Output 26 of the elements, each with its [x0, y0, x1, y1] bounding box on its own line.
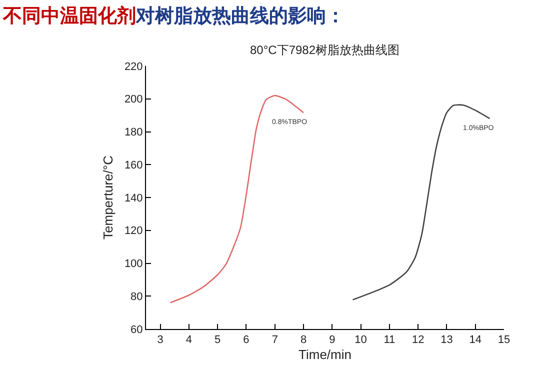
x-tick-label: 12	[412, 334, 424, 346]
x-tick-label: 7	[272, 334, 278, 346]
y-tick-label: 100	[124, 258, 143, 270]
y-tick-label: 160	[124, 159, 143, 172]
x-tick-label: 3	[157, 334, 164, 346]
x-tick-label: 6	[243, 334, 250, 346]
x-tick-label: 4	[186, 334, 192, 346]
x-tick-label: 10	[354, 334, 367, 346]
x-tick-label: 9	[329, 334, 336, 346]
chart-subtitle: 80°C下7982树脂放热曲线图	[250, 43, 400, 57]
y-tick-label: 140	[124, 192, 143, 204]
y-tick-label: 80	[130, 290, 143, 303]
x-axis-title: Time/min	[298, 346, 352, 362]
x-tick-label: 11	[384, 334, 396, 346]
x-tick-label: 5	[214, 334, 221, 346]
x-tick-label: 15	[498, 334, 510, 346]
x-tick-label: 13	[440, 334, 453, 346]
x-tick-label: 8	[300, 334, 307, 346]
chart-title: 不同中温固化剂对树脂放热曲线的影响：	[2, 5, 345, 27]
y-tick-label: 60	[130, 324, 143, 336]
y-tick-label: 220	[124, 60, 143, 73]
x-tick-label: 14	[469, 334, 482, 346]
y-tick-label: 120	[124, 225, 143, 238]
y-tick-label: 180	[124, 126, 143, 139]
y-axis-title: Temperture/°C	[100, 156, 116, 240]
y-tick-label: 200	[124, 94, 143, 106]
